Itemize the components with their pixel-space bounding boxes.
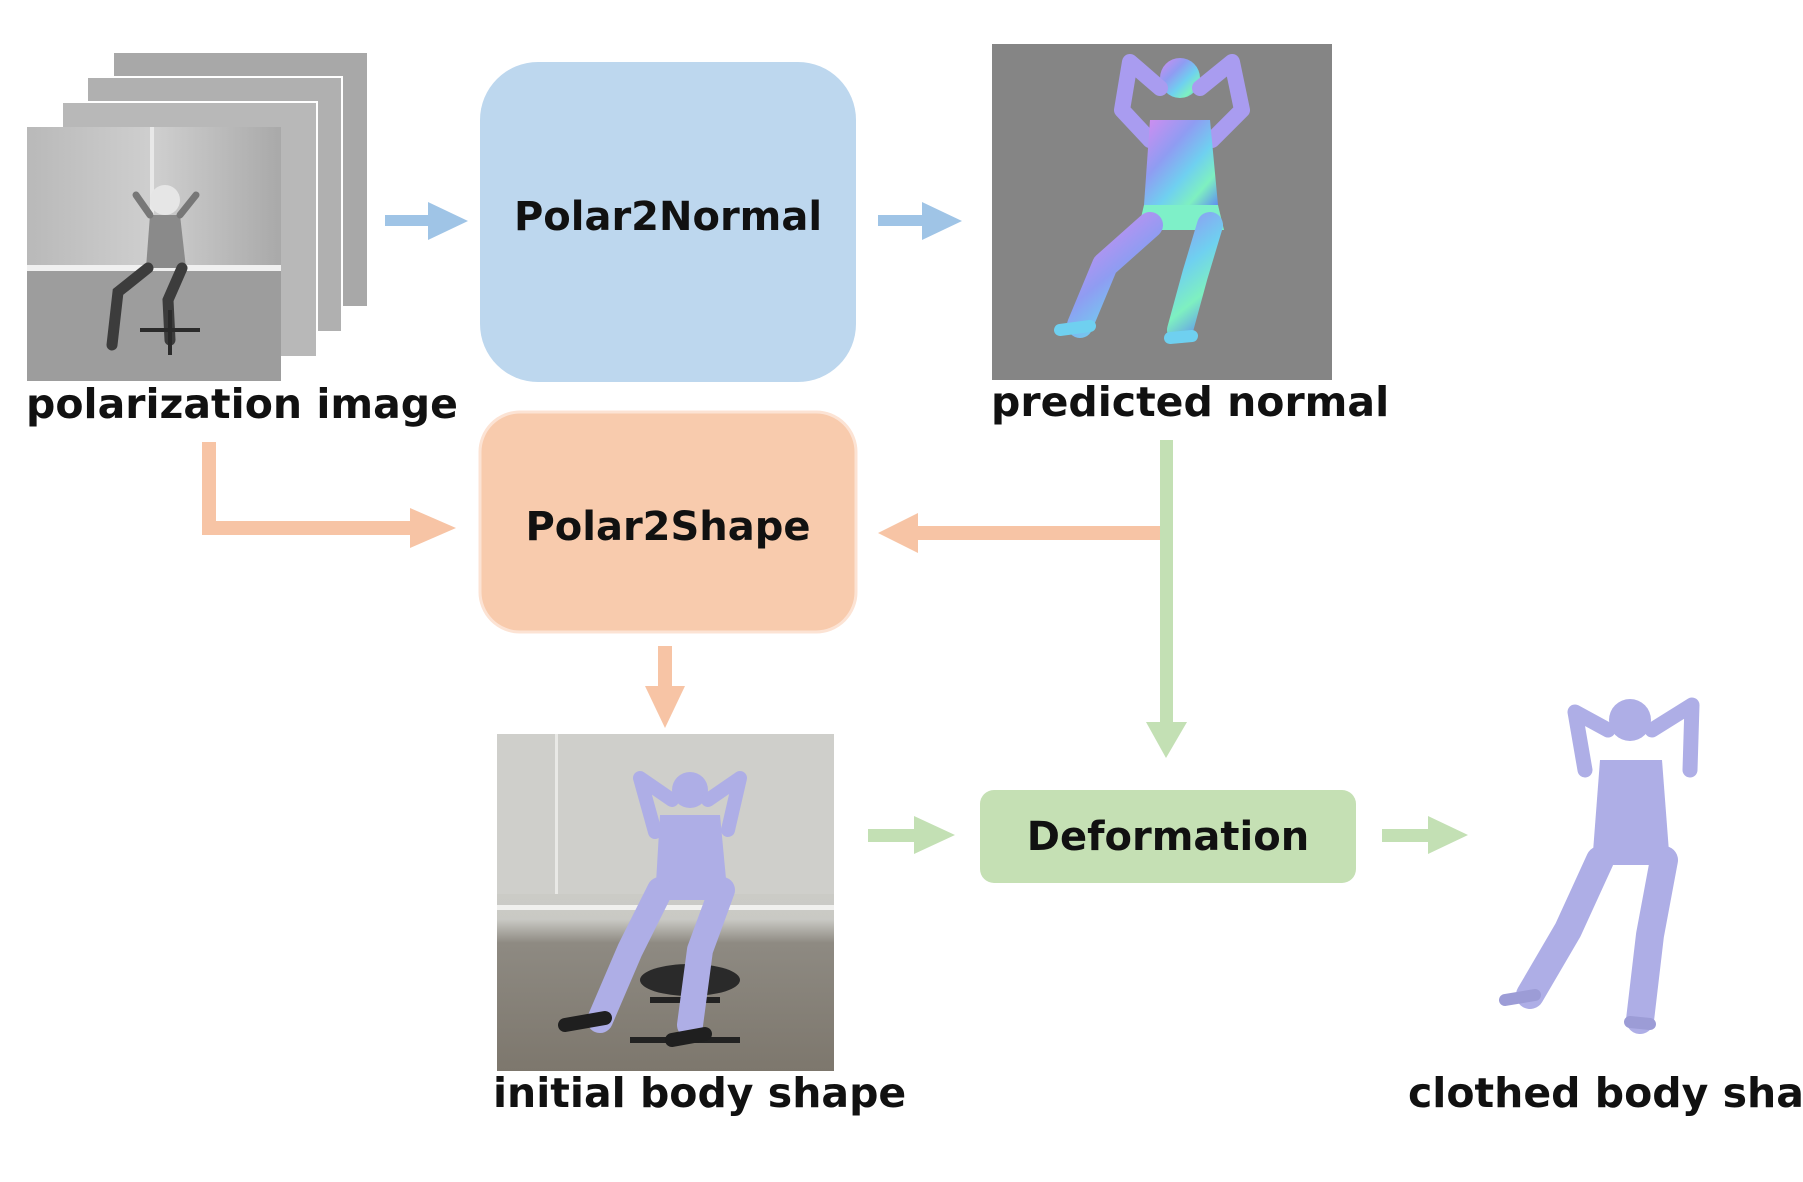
caption-predicted-normal: predicted normal bbox=[991, 378, 1390, 426]
arrow-normal-to-deformation bbox=[1146, 440, 1187, 758]
normal-body-figure bbox=[1054, 54, 1250, 344]
polarization-image-stack bbox=[27, 51, 369, 381]
arrow-deformation-to-clothed-shape bbox=[1382, 816, 1468, 854]
arrow-polar2normal-to-normal bbox=[878, 202, 962, 240]
polar2normal-box bbox=[480, 62, 856, 382]
polar2shape-label: Polar2Shape bbox=[525, 504, 811, 550]
arrow-image-to-polar2normal bbox=[385, 202, 468, 240]
polar2shape-box bbox=[478, 410, 858, 634]
caption-initial-body-shape: initial body shape bbox=[493, 1069, 907, 1117]
clothed-body-mesh bbox=[1499, 697, 1700, 1034]
arrow-image-to-polar2shape bbox=[202, 442, 456, 548]
caption-polarization-image: polarization image bbox=[26, 380, 458, 428]
predicted-normal-image bbox=[992, 44, 1332, 380]
deformation-box bbox=[980, 790, 1356, 883]
arrow-polar2shape-to-initial-shape bbox=[645, 646, 685, 728]
polar2normal-label: Polar2Normal bbox=[513, 194, 823, 240]
initial-body-shape-image bbox=[497, 734, 834, 1071]
arrow-initial-shape-to-deformation bbox=[868, 816, 955, 854]
deformation-label: Deformation bbox=[1026, 813, 1310, 860]
arrow-normal-to-polar2shape bbox=[878, 513, 1160, 553]
polarization-image-front bbox=[27, 127, 281, 381]
caption-clothed-body-shape: clothed body shape bbox=[1408, 1069, 1803, 1117]
initial-body-mesh bbox=[558, 771, 747, 1047]
